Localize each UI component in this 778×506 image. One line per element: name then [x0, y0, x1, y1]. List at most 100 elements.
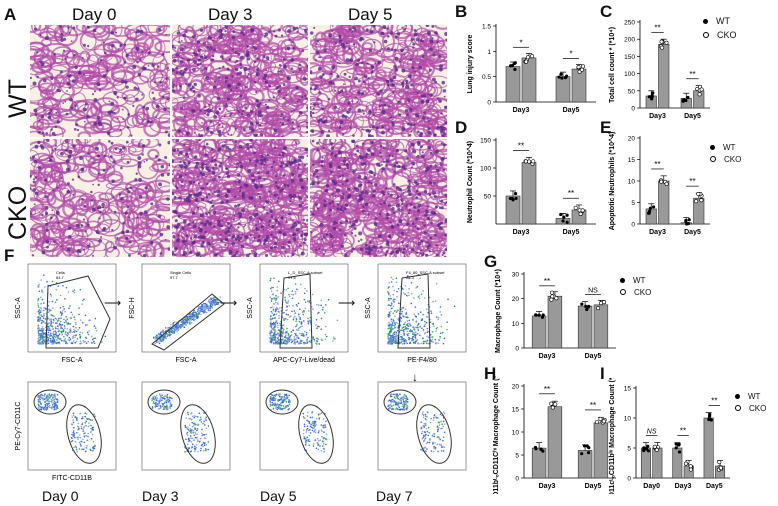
event-dot	[168, 334, 171, 337]
gate-percent: 84.7	[56, 275, 65, 280]
event-dot	[277, 296, 279, 298]
event-dot	[423, 440, 425, 442]
x-tick-label: Day0	[643, 483, 660, 490]
event-dot	[193, 319, 195, 322]
event-dot	[409, 329, 412, 331]
event-dot	[409, 342, 411, 345]
event-dot	[42, 309, 45, 312]
event-dot	[86, 331, 89, 334]
event-dot	[151, 399, 153, 402]
event-dot	[402, 315, 405, 318]
event-dot	[278, 307, 281, 309]
event-dot	[439, 337, 441, 339]
event-dot	[437, 421, 440, 424]
event-dot	[299, 317, 301, 319]
event-dot	[308, 434, 311, 437]
event-dot	[75, 340, 78, 343]
event-dot	[394, 336, 397, 339]
event-dot	[166, 407, 169, 409]
event-dot	[65, 286, 68, 289]
event-dot	[156, 400, 159, 402]
event-dot	[422, 414, 425, 416]
event-dot	[277, 332, 280, 335]
event-dot	[417, 329, 420, 331]
event-dot	[269, 277, 272, 280]
event-dot	[169, 330, 172, 333]
legend-wt: WT	[633, 276, 646, 285]
event-dot	[51, 397, 54, 399]
event-dot	[426, 430, 429, 433]
event-dot	[202, 434, 204, 436]
event-dot	[74, 416, 76, 418]
event-dot	[283, 318, 285, 320]
event-dot	[273, 329, 276, 332]
event-dot	[40, 408, 43, 411]
y-tick-label: 20	[628, 136, 636, 143]
event-dot	[320, 338, 323, 340]
event-dot	[435, 342, 437, 345]
event-dot	[61, 312, 63, 315]
event-dot	[291, 293, 293, 296]
event-dot	[186, 319, 188, 321]
event-dot	[189, 435, 192, 437]
bar-wt-day3	[531, 315, 547, 349]
event-dot	[197, 450, 199, 453]
event-dot	[303, 292, 306, 295]
event-dot	[276, 286, 278, 288]
event-dot	[429, 421, 432, 424]
histology-image	[172, 25, 308, 137]
event-dot	[49, 293, 52, 296]
event-dot	[270, 325, 273, 328]
event-dot	[194, 428, 196, 430]
event-dot	[282, 405, 285, 407]
event-dot	[87, 333, 90, 336]
event-dot	[280, 402, 282, 404]
event-dot	[317, 442, 319, 444]
event-dot	[76, 416, 78, 419]
event-dot	[306, 425, 309, 427]
event-dot	[320, 317, 323, 320]
event-dot	[85, 336, 87, 339]
panel-label-d: D	[455, 118, 468, 137]
event-dot	[389, 339, 392, 341]
event-dot	[270, 393, 273, 396]
event-dot	[300, 321, 303, 323]
event-dot	[437, 342, 440, 344]
event-dot	[269, 296, 272, 299]
event-dot	[412, 326, 414, 328]
event-dot	[393, 327, 396, 329]
event-dot	[391, 322, 394, 324]
gating-plot: L_D_SSC-A subset97.6APC-Cy7-Live/deadSSC…	[247, 263, 349, 364]
event-dot	[437, 318, 439, 321]
data-point	[559, 72, 563, 76]
event-dot	[422, 425, 424, 427]
event-dot	[90, 437, 93, 440]
event-dot	[406, 342, 408, 345]
event-dot	[210, 298, 212, 301]
event-dot	[295, 317, 297, 319]
event-dot	[387, 327, 390, 330]
event-dot	[83, 435, 86, 438]
event-dot	[313, 422, 315, 425]
event-dot	[90, 431, 92, 434]
event-dot	[433, 416, 435, 419]
event-dot	[274, 402, 276, 404]
event-dot	[400, 317, 403, 320]
event-dot	[304, 307, 307, 310]
event-dot	[323, 311, 326, 314]
event-dot	[43, 398, 46, 401]
event-dot	[94, 327, 97, 329]
event-dot	[279, 396, 282, 398]
event-dot	[154, 338, 157, 340]
event-dot	[46, 395, 48, 397]
event-dot	[269, 396, 272, 398]
data-point	[541, 449, 545, 453]
event-dot	[271, 312, 274, 314]
event-dot	[291, 297, 294, 300]
significance-label: **	[544, 385, 550, 394]
event-dot	[38, 327, 40, 329]
event-dot	[432, 442, 435, 444]
histology-image	[30, 25, 170, 137]
legend-wt: WT	[723, 143, 736, 152]
event-dot	[323, 431, 325, 433]
